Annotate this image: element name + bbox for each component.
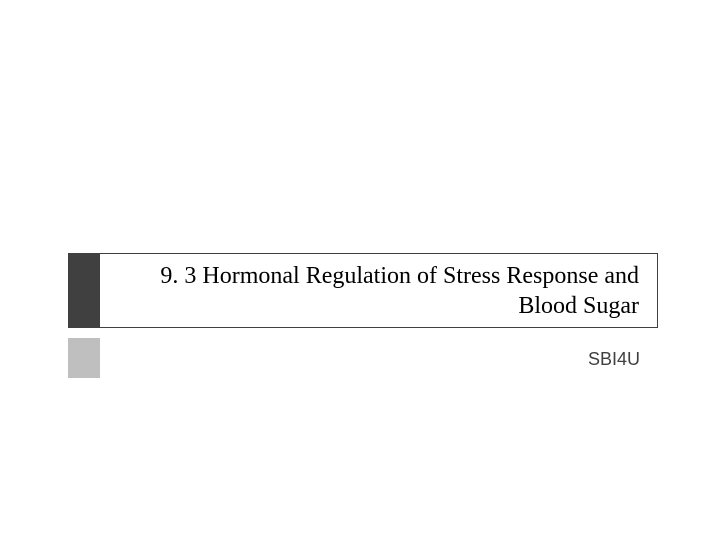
slide-subtitle: SBI4U	[588, 349, 640, 370]
subtitle-accent-bar	[68, 338, 100, 378]
slide: 9. 3 Hormonal Regulation of Stress Respo…	[0, 0, 720, 540]
title-accent-bar	[68, 253, 100, 328]
slide-title: 9. 3 Hormonal Regulation of Stress Respo…	[114, 261, 639, 321]
subtitle-text-container: SBI4U	[100, 338, 658, 378]
subtitle-block: SBI4U	[68, 338, 658, 378]
title-block: 9. 3 Hormonal Regulation of Stress Respo…	[68, 253, 658, 328]
title-text-container: 9. 3 Hormonal Regulation of Stress Respo…	[100, 253, 658, 328]
